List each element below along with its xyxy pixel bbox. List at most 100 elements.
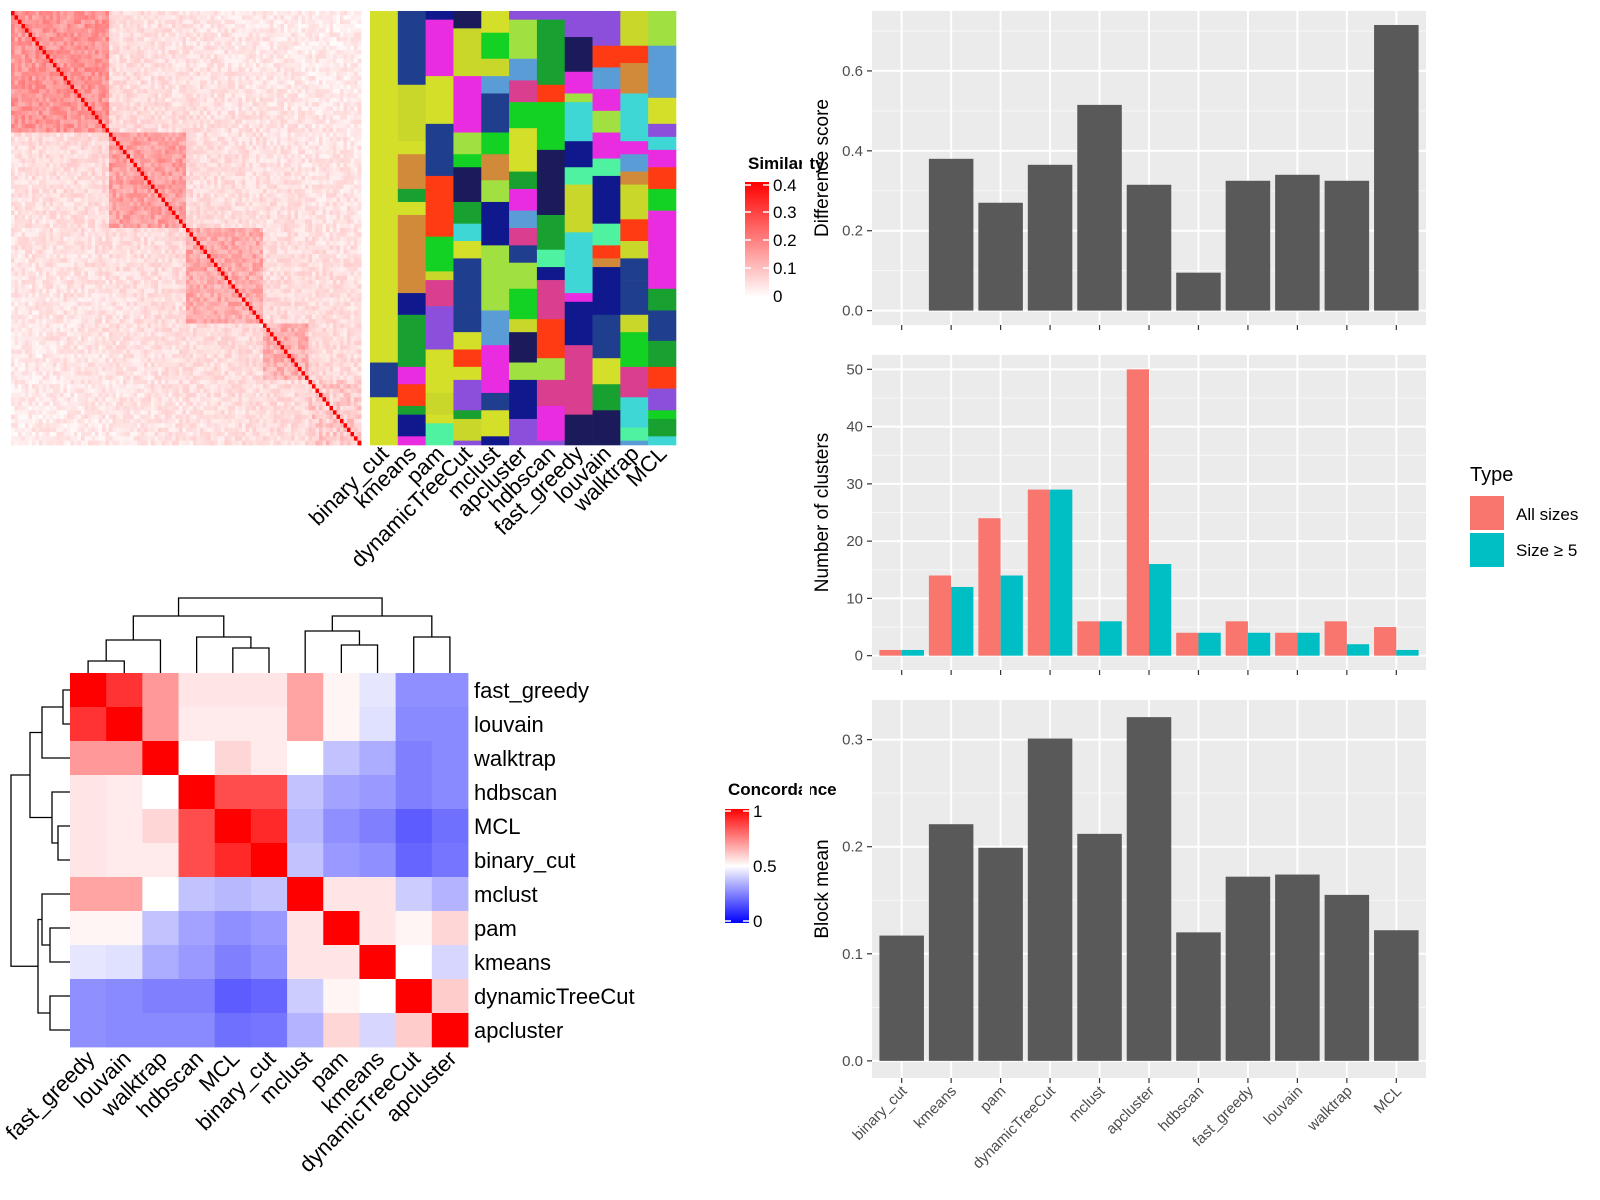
similarity-cell xyxy=(217,119,222,125)
similarity-cell xyxy=(165,214,169,220)
similarity-cell xyxy=(340,84,344,90)
similarity-cell xyxy=(336,206,341,212)
similarity-cell xyxy=(46,11,50,16)
similarity-cell xyxy=(284,158,288,164)
similarity-cell xyxy=(350,102,355,107)
similarity-cell xyxy=(137,193,141,199)
similarity-cell xyxy=(84,80,89,86)
similarity-cell xyxy=(11,145,15,151)
similarity-cell xyxy=(200,37,204,42)
similarity-cell xyxy=(291,24,295,29)
similarity-cell xyxy=(354,15,358,21)
similarity-cell xyxy=(315,167,320,172)
similarity-cell xyxy=(308,11,313,16)
similarity-cell xyxy=(347,149,351,155)
similarity-cell xyxy=(137,119,141,125)
similarity-cell xyxy=(245,180,250,185)
similarity-cell xyxy=(235,223,239,229)
similarity-cell xyxy=(133,24,138,29)
similarity-cell xyxy=(172,80,176,86)
similarity-cell xyxy=(329,141,334,146)
similarity-cell xyxy=(39,219,43,225)
similarity-cell xyxy=(322,115,327,120)
similarity-cell xyxy=(18,188,22,194)
similarity-cell xyxy=(354,110,358,116)
similarity-cell xyxy=(329,84,334,90)
similarity-cell xyxy=(280,11,285,16)
similarity-cell xyxy=(312,37,316,42)
similarity-cell xyxy=(161,175,166,181)
similarity-cell xyxy=(340,93,344,99)
similarity-cell xyxy=(284,63,288,68)
similarity-cell xyxy=(224,89,229,94)
similarity-cell xyxy=(193,67,197,73)
similarity-cell xyxy=(207,214,211,220)
similarity-cell xyxy=(186,175,190,181)
similarity-cell xyxy=(333,132,337,138)
similarity-cell xyxy=(151,97,155,103)
similarity-cell xyxy=(256,15,260,21)
similarity-cell xyxy=(326,58,330,64)
similarity-cell xyxy=(347,154,351,159)
similarity-cell xyxy=(221,141,225,146)
similarity-cell xyxy=(329,54,334,60)
similarity-cell xyxy=(77,37,82,42)
similarity-cell xyxy=(137,89,141,94)
similarity-cell xyxy=(249,76,253,81)
similarity-cell xyxy=(294,32,299,38)
similarity-cell xyxy=(193,201,197,207)
similarity-cell xyxy=(347,132,351,138)
similarity-cell xyxy=(126,24,131,29)
similarity-cell xyxy=(77,197,82,203)
similarity-cell xyxy=(214,188,218,194)
similarity-cell xyxy=(56,37,61,42)
similarity-cell xyxy=(326,89,330,94)
similarity-cell xyxy=(245,223,250,229)
similarity-cell xyxy=(231,136,236,142)
similarity-cell xyxy=(196,76,201,81)
similarity-cell xyxy=(172,24,176,29)
similarity-cell xyxy=(249,123,253,129)
similarity-cell xyxy=(336,180,341,185)
similarity-cell xyxy=(357,50,362,55)
similarity-cell xyxy=(221,115,225,120)
similarity-cell xyxy=(175,149,180,155)
similarity-cell xyxy=(326,45,330,51)
similarity-cell xyxy=(259,24,264,29)
similarity-cell xyxy=(252,37,257,42)
similarity-cell xyxy=(189,41,194,47)
similarity-cell xyxy=(18,71,22,77)
similarity-cell xyxy=(81,50,85,55)
similarity-cell xyxy=(88,223,92,229)
similarity-cell xyxy=(277,54,281,60)
similarity-cell xyxy=(280,123,285,129)
similarity-cell xyxy=(326,71,330,77)
similarity-cell xyxy=(200,76,204,81)
similarity-cell xyxy=(88,145,92,151)
similarity-cell xyxy=(326,97,330,103)
similarity-cell xyxy=(340,32,344,38)
similarity-cell xyxy=(231,58,236,64)
similarity-cell xyxy=(133,123,138,129)
similarity-cell xyxy=(63,76,68,81)
similarity-cell xyxy=(333,149,337,155)
similarity-cell xyxy=(231,15,236,21)
similarity-cell xyxy=(196,93,201,99)
similarity-cell xyxy=(326,19,330,25)
similarity-cell xyxy=(228,76,232,81)
similarity-cell xyxy=(340,128,344,133)
similarity-cell xyxy=(182,132,187,138)
similarity-cell xyxy=(70,197,75,203)
similarity-cell xyxy=(231,201,236,207)
similarity-cell xyxy=(165,76,169,81)
similarity-cell xyxy=(21,110,26,116)
similarity-cell xyxy=(112,197,117,203)
similarity-cell xyxy=(329,180,334,185)
similarity-cell xyxy=(25,184,29,190)
similarity-cell xyxy=(287,119,292,125)
similarity-cell xyxy=(46,206,50,212)
similarity-cell xyxy=(81,97,85,103)
similarity-cell xyxy=(224,28,229,34)
similarity-cell xyxy=(263,67,267,73)
similarity-cell xyxy=(315,184,320,190)
